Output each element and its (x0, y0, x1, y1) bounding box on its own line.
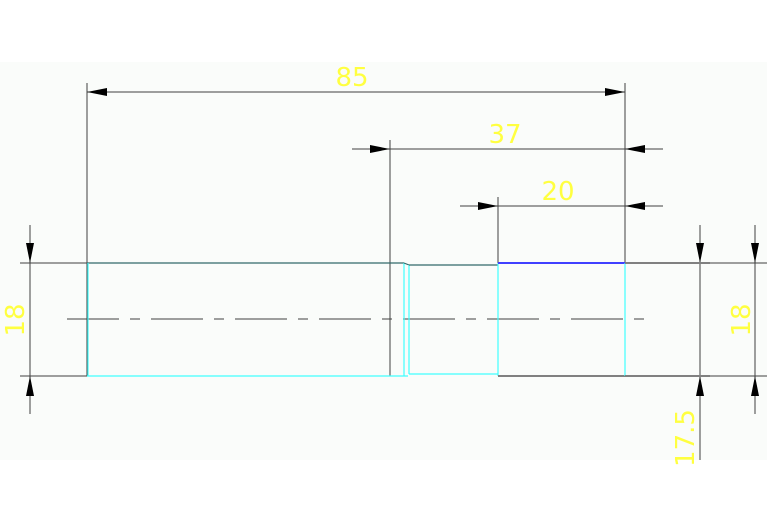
dimension-texts: 85 37 20 18 18 17.5 (1, 63, 757, 467)
dim-left-18-text: 18 (1, 303, 31, 336)
dim-right-18-text: 18 (727, 303, 757, 336)
drawing-area (0, 62, 767, 460)
dim-37-text: 37 (488, 120, 521, 150)
dim-85-text: 85 (335, 63, 368, 93)
dim-20-text: 20 (541, 177, 574, 207)
dimension-lines (26, 88, 759, 460)
shaft-outline (87, 262, 710, 377)
dim-17-5-text: 17.5 (671, 409, 701, 467)
